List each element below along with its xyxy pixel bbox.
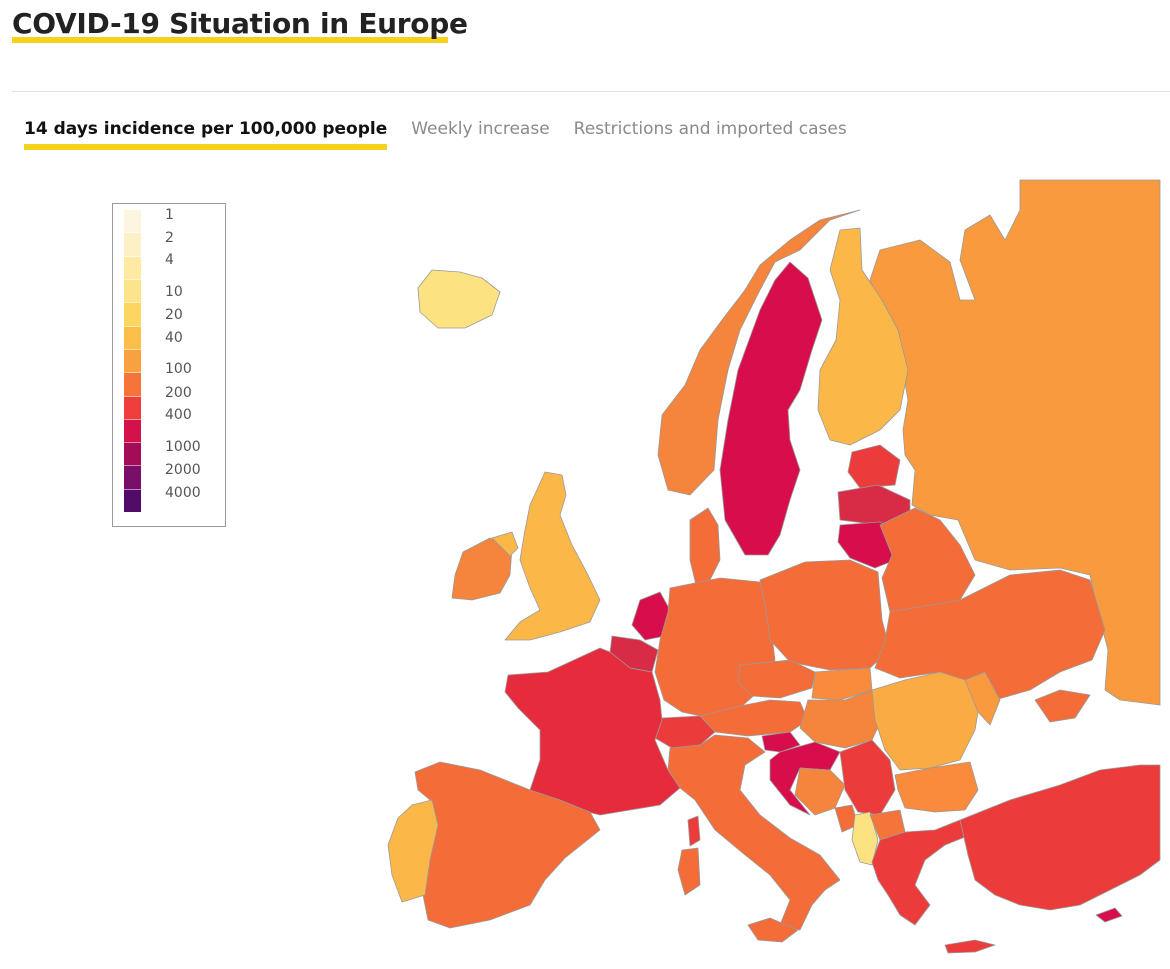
legend-swatch [124,256,141,280]
legend-label-40: 40 [165,330,183,346]
legend-label-100: 100 [165,361,192,377]
country-iceland[interactable] [417,269,501,329]
country-northern-ireland[interactable] [491,531,519,557]
legend-label-2000: 2000 [165,462,201,478]
country-france[interactable] [504,647,681,816]
legend-swatch [124,349,141,374]
legend-label-10: 10 [165,284,183,300]
legend-swatch [124,443,141,467]
legend-swatch [124,303,141,327]
country-crimea[interactable] [1034,689,1091,723]
country-corsica[interactable] [687,815,701,847]
legend-label-20: 20 [165,307,183,323]
country-russia[interactable] [869,179,1161,706]
country-germany[interactable] [654,577,776,719]
country-albania[interactable] [851,811,879,866]
country-cyprus[interactable] [1095,907,1123,923]
legend-swatch [124,466,141,490]
legend-swatch [124,210,141,234]
country-serbia[interactable] [839,739,896,816]
header-divider [12,91,1170,92]
country-uk[interactable] [504,471,601,641]
country-sicily[interactable] [747,917,799,943]
legend-label-2: 2 [165,230,174,246]
legend-swatch [124,419,141,444]
color-legend: 1 2 4 10 20 40 100 200 400 1000 2000 400… [112,203,226,527]
country-estonia[interactable] [847,444,901,489]
country-croatia[interactable] [769,741,841,816]
country-italy[interactable] [667,734,841,931]
country-portugal[interactable] [387,799,439,903]
country-sardinia[interactable] [677,847,701,896]
country-finland[interactable] [817,227,909,446]
legend-swatch [124,373,141,397]
page-title: COVID-19 Situation in Europe [12,7,468,40]
legend-label-1: 1 [165,207,174,223]
country-ukraine[interactable] [874,569,1106,701]
legend-label-400: 400 [165,407,192,423]
country-crete[interactable] [944,939,996,954]
country-sweden[interactable] [719,261,823,556]
country-slovakia[interactable] [811,667,873,701]
legend-swatch [124,279,141,304]
country-czechia[interactable] [737,659,816,699]
country-slovenia[interactable] [761,731,801,753]
tab-restrictions[interactable]: Restrictions and imported cases [573,119,847,139]
country-denmark[interactable] [689,507,721,586]
country-norway[interactable] [657,209,861,496]
country-romania[interactable] [871,671,981,771]
country-poland[interactable] [759,559,891,671]
legend-swatch [124,489,141,513]
legend-label-200: 200 [165,385,192,401]
tab-weekly-increase[interactable]: Weekly increase [411,119,550,139]
legend-label-1000: 1000 [165,439,201,455]
legend-swatch [124,396,141,420]
legend-swatch [124,326,141,350]
country-bulgaria[interactable] [894,761,979,813]
legend-label-4000: 4000 [165,485,201,501]
country-greece[interactable] [871,819,971,926]
legend-color-ramp [124,210,141,513]
country-moldova[interactable] [964,671,1001,726]
legend-label-4: 4 [165,252,174,268]
country-turkey[interactable] [959,764,1161,911]
legend-swatch [124,233,141,257]
